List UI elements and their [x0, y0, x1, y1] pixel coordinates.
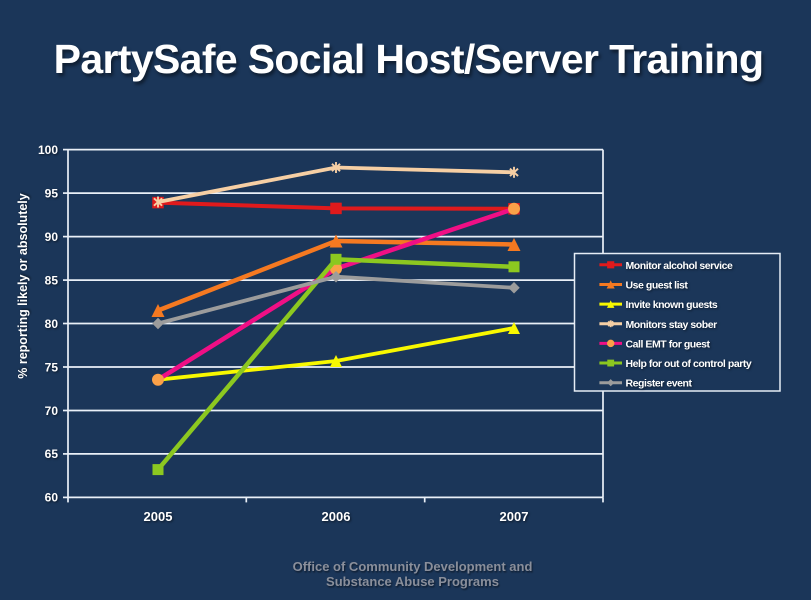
svg-text:80: 80	[45, 317, 59, 331]
svg-text:Help for out of control party: Help for out of control party	[626, 358, 752, 370]
svg-text:2006: 2006	[322, 509, 351, 524]
svg-text:75: 75	[45, 360, 59, 374]
svg-text:90: 90	[45, 230, 59, 244]
svg-text:Use guest list: Use guest list	[626, 279, 689, 291]
svg-text:2007: 2007	[500, 509, 529, 524]
svg-text:Monitor alcohol service: Monitor alcohol service	[626, 260, 734, 272]
svg-text:60: 60	[45, 491, 59, 505]
svg-text:Monitors stay sober: Monitors stay sober	[626, 319, 718, 331]
svg-text:85: 85	[45, 273, 59, 287]
svg-text:95: 95	[45, 186, 59, 200]
svg-text:70: 70	[45, 404, 59, 418]
svg-text:Register event: Register event	[626, 378, 693, 390]
svg-text:100: 100	[38, 143, 58, 157]
svg-text:65: 65	[45, 447, 59, 461]
svg-text:2005: 2005	[144, 509, 173, 524]
svg-text:Invite known guests: Invite known guests	[626, 299, 718, 311]
svg-text:Call EMT for guest: Call EMT for guest	[626, 338, 711, 350]
svg-text:% reporting likely or absolute: % reporting likely or absolutely	[16, 193, 30, 379]
